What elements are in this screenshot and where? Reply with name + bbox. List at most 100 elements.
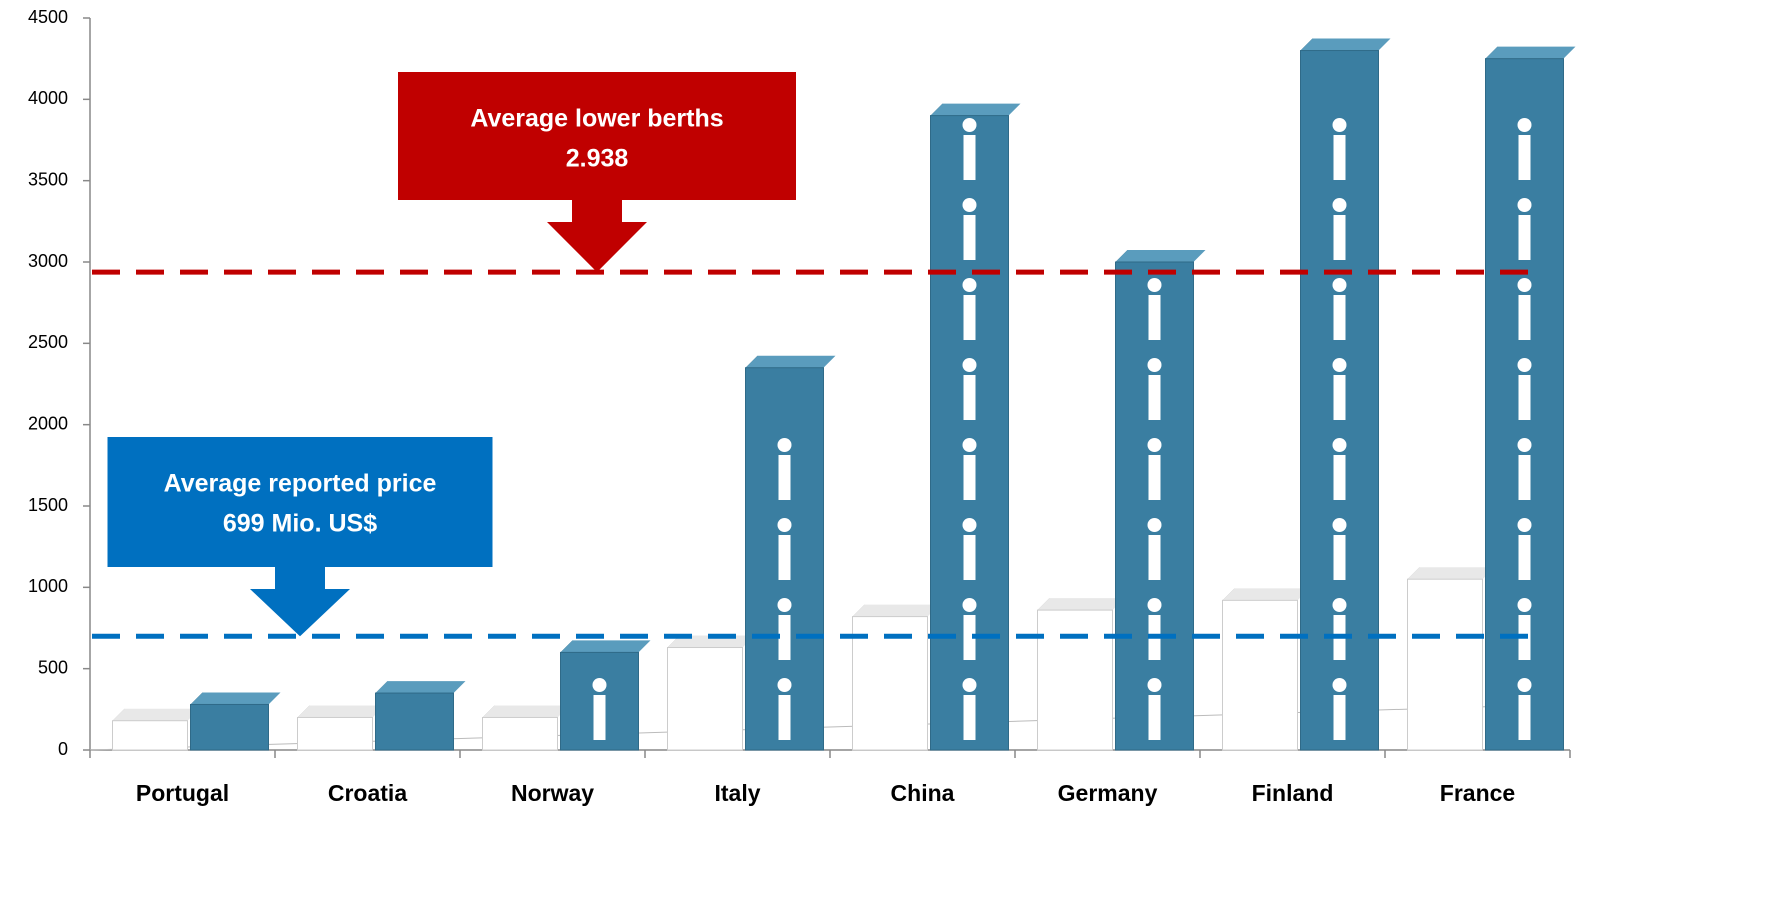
bar-top (1037, 598, 1125, 611)
person-icon (963, 455, 976, 500)
person-icon (1518, 215, 1531, 260)
person-icon (1517, 598, 1532, 612)
person-icon (593, 695, 606, 740)
person-icon (1517, 198, 1532, 212)
bar-icons (1147, 278, 1162, 740)
x-tick-label: Norway (511, 780, 594, 806)
bar (112, 720, 188, 751)
bar-top (560, 640, 651, 653)
person-icon (1517, 358, 1532, 372)
person-icon (1333, 455, 1346, 500)
person-icon (1332, 358, 1347, 372)
person-icon (778, 615, 791, 660)
bar-top (375, 681, 466, 694)
person-icon (1148, 295, 1161, 340)
person-icon (1147, 278, 1162, 292)
person-icon (962, 518, 977, 532)
person-icon (1147, 358, 1162, 372)
person-icon (1332, 518, 1347, 532)
person-icon (963, 295, 976, 340)
bar-top (930, 103, 1021, 116)
person-icon (963, 215, 976, 260)
person-icon (778, 455, 791, 500)
person-icon (1333, 295, 1346, 340)
person-icon (1518, 295, 1531, 340)
person-icon (1517, 278, 1532, 292)
y-tick-label: 3500 (28, 169, 68, 189)
person-icon (1332, 198, 1347, 212)
person-icon (1518, 135, 1531, 180)
bar-top (852, 604, 940, 617)
x-tick-label: Portugal (136, 780, 229, 806)
person-icon (1148, 535, 1161, 580)
annotation-value: 2.938 (566, 145, 629, 173)
annotation-text: Average lower berths (470, 105, 723, 133)
bar (1115, 261, 1194, 751)
person-icon (1147, 678, 1162, 692)
person-icon (777, 598, 792, 612)
bar-top (297, 705, 385, 718)
bar (482, 716, 558, 751)
person-icon (777, 678, 792, 692)
bar-icons (1332, 118, 1347, 740)
person-icon (962, 598, 977, 612)
person-icon (1333, 535, 1346, 580)
person-icon (1332, 598, 1347, 612)
bar (375, 692, 454, 751)
bar-icons (592, 678, 607, 740)
bar-top (1222, 588, 1310, 601)
y-tick-label: 2500 (28, 332, 68, 352)
x-tick-label: Finland (1252, 780, 1334, 806)
x-tick-label: Italy (714, 780, 760, 806)
y-tick-label: 4500 (28, 7, 68, 27)
bar-top (482, 705, 570, 718)
person-icon (963, 135, 976, 180)
person-icon (963, 695, 976, 740)
y-tick-label: 2000 (28, 413, 68, 433)
person-icon (962, 358, 977, 372)
y-tick-label: 4000 (28, 88, 68, 108)
person-icon (1147, 598, 1162, 612)
y-tick-label: 500 (38, 657, 68, 677)
person-icon (1517, 118, 1532, 132)
bar (1222, 599, 1298, 751)
person-icon (963, 535, 976, 580)
person-icon (962, 678, 977, 692)
y-tick-label: 1500 (28, 495, 68, 515)
y-tick-label: 1000 (28, 576, 68, 596)
person-icon (1517, 438, 1532, 452)
person-icon (1332, 438, 1347, 452)
person-icon (1333, 135, 1346, 180)
person-icon (1517, 518, 1532, 532)
person-icon (962, 278, 977, 292)
bar-icons (962, 118, 977, 740)
bar-top (112, 708, 200, 721)
bar (190, 703, 269, 751)
annotation-arrow (250, 567, 350, 637)
person-icon (1518, 535, 1531, 580)
annotation-text: Average reported price (164, 470, 437, 498)
bar-top (1485, 46, 1576, 59)
annotation-box (107, 437, 493, 567)
person-icon (1517, 678, 1532, 692)
person-icon (1518, 375, 1531, 420)
person-icon (1332, 118, 1347, 132)
bar (297, 716, 373, 751)
person-icon (778, 695, 791, 740)
bar (667, 647, 743, 751)
person-icon (1148, 455, 1161, 500)
person-icon (1333, 215, 1346, 260)
person-icon (1333, 375, 1346, 420)
person-icon (1518, 455, 1531, 500)
person-icon (962, 198, 977, 212)
annotation-value: 699 Mio. US$ (223, 510, 377, 538)
bar (1037, 609, 1113, 751)
annotation-box (398, 72, 796, 200)
x-tick-label: France (1440, 780, 1515, 806)
person-icon (963, 375, 976, 420)
bar (852, 616, 928, 751)
bar-icons (1517, 118, 1532, 740)
bar-top (1300, 38, 1391, 51)
person-icon (962, 438, 977, 452)
